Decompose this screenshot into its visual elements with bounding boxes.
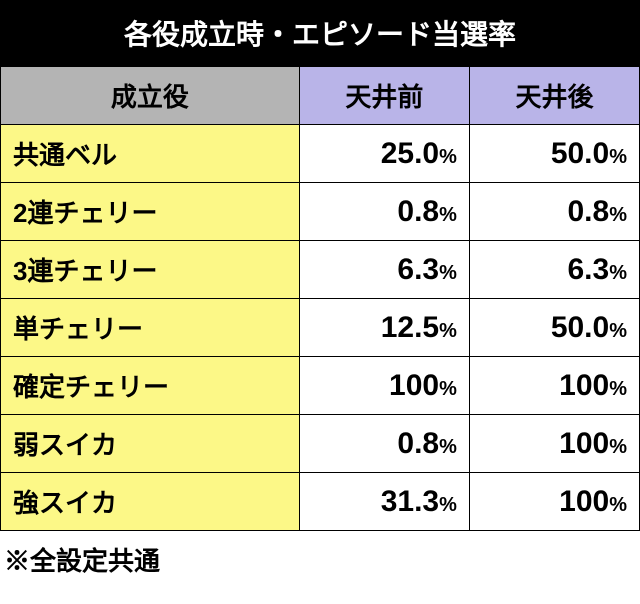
table-row: 3連チェリー6.3%6.3% [1,241,640,299]
percent-number: 0.8 [567,195,609,228]
role-cell: 強スイカ [1,473,300,531]
role-column-header: 成立役 [1,67,300,125]
percent-symbol: % [609,262,627,284]
percent-number: 100 [559,485,609,518]
before-value-cell: 31.3% [299,473,469,531]
before-column-header: 天井前 [299,67,469,125]
after-value-cell: 100% [469,357,639,415]
percent-symbol: % [609,378,627,400]
percent-symbol: % [439,378,457,400]
table-row: 強スイカ31.3%100% [1,473,640,531]
table-row: 弱スイカ0.8%100% [1,415,640,473]
before-value-cell: 25.0% [299,125,469,183]
after-value-cell: 100% [469,415,639,473]
percent-symbol: % [609,320,627,342]
role-cell: 弱スイカ [1,415,300,473]
percent-symbol: % [609,436,627,458]
table-row: 2連チェリー0.8%0.8% [1,183,640,241]
before-value-cell: 6.3% [299,241,469,299]
role-cell: 3連チェリー [1,241,300,299]
percent-symbol: % [439,204,457,226]
role-cell: 2連チェリー [1,183,300,241]
percent-symbol: % [439,494,457,516]
percent-number: 0.8 [397,195,439,228]
role-cell: 共通ベル [1,125,300,183]
before-value-cell: 100% [299,357,469,415]
percent-number: 31.3 [381,485,439,518]
table-title: 各役成立時・エピソード当選率 [0,0,640,66]
percent-number: 0.8 [397,427,439,460]
probability-table: 成立役 天井前 天井後 共通ベル25.0%50.0%2連チェリー0.8%0.8%… [0,66,640,531]
table-row: 確定チェリー100%100% [1,357,640,415]
table-row: 共通ベル25.0%50.0% [1,125,640,183]
percent-symbol: % [439,146,457,168]
role-cell: 単チェリー [1,299,300,357]
before-value-cell: 0.8% [299,183,469,241]
table-body: 共通ベル25.0%50.0%2連チェリー0.8%0.8%3連チェリー6.3%6.… [1,125,640,531]
after-value-cell: 0.8% [469,183,639,241]
percent-number: 12.5 [381,311,439,344]
percent-number: 6.3 [397,253,439,286]
before-value-cell: 0.8% [299,415,469,473]
percent-symbol: % [439,320,457,342]
percent-number: 50.0 [551,311,609,344]
after-value-cell: 50.0% [469,125,639,183]
table-row: 単チェリー12.5%50.0% [1,299,640,357]
after-value-cell: 50.0% [469,299,639,357]
role-cell: 確定チェリー [1,357,300,415]
percent-symbol: % [609,146,627,168]
percent-number: 25.0 [381,137,439,170]
header-row: 成立役 天井前 天井後 [1,67,640,125]
after-value-cell: 6.3% [469,241,639,299]
table-container: 各役成立時・エピソード当選率 成立役 天井前 天井後 共通ベル25.0%50.0… [0,0,640,588]
percent-symbol: % [609,204,627,226]
after-value-cell: 100% [469,473,639,531]
percent-number: 6.3 [567,253,609,286]
percent-number: 100 [559,369,609,402]
percent-symbol: % [439,262,457,284]
percent-number: 100 [389,369,439,402]
percent-symbol: % [609,494,627,516]
footnote: ※全設定共通 [0,531,640,588]
before-value-cell: 12.5% [299,299,469,357]
after-column-header: 天井後 [469,67,639,125]
percent-number: 50.0 [551,137,609,170]
percent-symbol: % [439,436,457,458]
percent-number: 100 [559,427,609,460]
